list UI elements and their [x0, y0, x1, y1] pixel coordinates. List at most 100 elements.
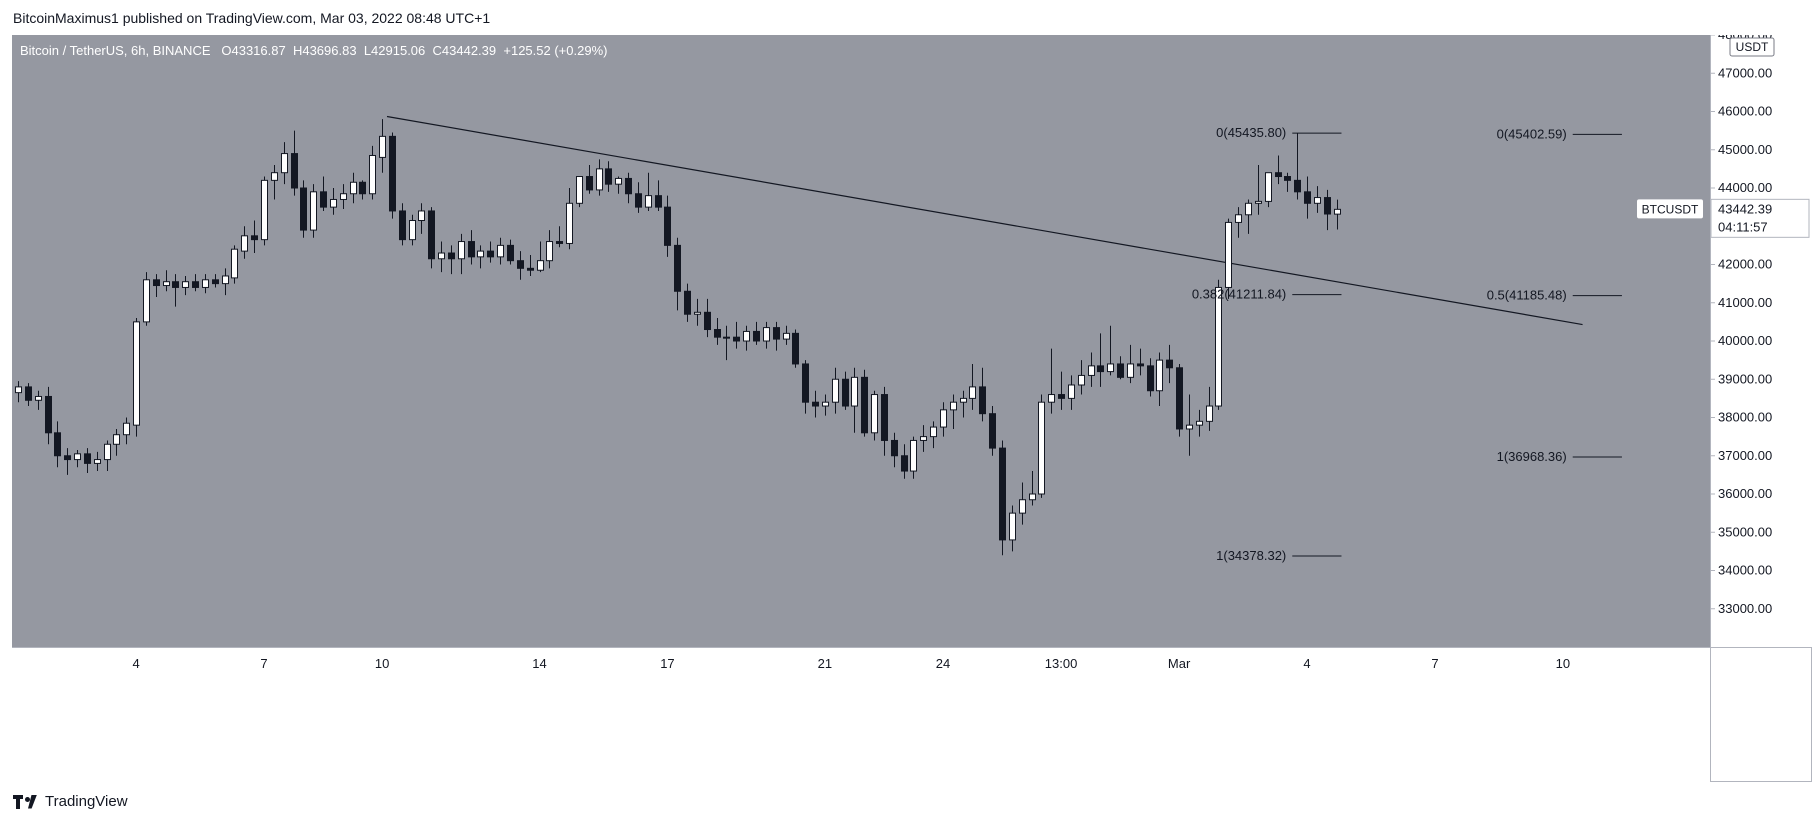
candle-down[interactable]	[664, 206, 671, 246]
candle-up[interactable]	[1048, 394, 1055, 403]
candle-down[interactable]	[861, 376, 868, 434]
candle-up[interactable]	[566, 202, 573, 244]
descending-trendline[interactable]	[386, 115, 1583, 326]
candle-down[interactable]	[25, 386, 32, 401]
candle-down[interactable]	[1294, 179, 1301, 193]
candle-up[interactable]	[438, 252, 445, 260]
candle-down[interactable]	[54, 432, 61, 457]
candle-down[interactable]	[635, 193, 642, 208]
candle-up[interactable]	[1314, 197, 1321, 204]
candle-up[interactable]	[379, 135, 386, 158]
candle-up[interactable]	[241, 235, 248, 252]
candle-down[interactable]	[320, 191, 327, 208]
candle-up[interactable]	[1019, 499, 1026, 514]
candle-down[interactable]	[399, 210, 406, 241]
candle-up[interactable]	[1029, 493, 1036, 501]
candle-down[interactable]	[979, 386, 986, 415]
candle-up[interactable]	[763, 327, 770, 342]
candle-down[interactable]	[802, 363, 809, 403]
candle-down[interactable]	[153, 279, 160, 287]
candle-down[interactable]	[1058, 394, 1065, 399]
candle-up[interactable]	[576, 176, 583, 204]
candle-down[interactable]	[792, 332, 799, 365]
candle-down[interactable]	[773, 327, 780, 340]
candle-up[interactable]	[182, 281, 189, 288]
candle-down[interactable]	[517, 260, 524, 269]
candle-up[interactable]	[537, 260, 544, 271]
candle-up[interactable]	[1078, 374, 1085, 386]
candle-down[interactable]	[586, 176, 593, 191]
candle-up[interactable]	[1196, 420, 1203, 426]
candle-down[interactable]	[812, 401, 819, 407]
candle-up[interactable]	[1215, 286, 1222, 407]
candle-down[interactable]	[45, 395, 52, 434]
candle-up[interactable]	[94, 459, 101, 464]
candle-up[interactable]	[1038, 401, 1045, 495]
candle-up[interactable]	[35, 395, 42, 401]
candle-up[interactable]	[330, 198, 337, 208]
candle-down[interactable]	[1137, 363, 1144, 367]
candle-down[interactable]	[704, 311, 711, 331]
tradingview-logo-icon[interactable]	[13, 794, 39, 809]
candle-up[interactable]	[271, 172, 278, 181]
candle-down[interactable]	[64, 455, 71, 461]
candle-up[interactable]	[1156, 359, 1163, 392]
candle-up[interactable]	[222, 275, 229, 285]
candle-up[interactable]	[871, 394, 878, 434]
candle-up[interactable]	[281, 153, 288, 174]
candle-up[interactable]	[940, 409, 947, 428]
candle-down[interactable]	[507, 244, 514, 262]
candle-up[interactable]	[1225, 221, 1232, 288]
last-price-tag[interactable]	[1710, 198, 1810, 238]
candle-down[interactable]	[428, 210, 435, 260]
candle-down[interactable]	[684, 290, 691, 315]
candle-down[interactable]	[714, 329, 721, 338]
candle-down[interactable]	[527, 267, 534, 271]
candle-down[interactable]	[359, 181, 366, 195]
candle-up[interactable]	[1245, 202, 1252, 216]
candle-up[interactable]	[1255, 200, 1262, 204]
candle-up[interactable]	[920, 436, 927, 441]
candlestick-chart[interactable]: 33000.00 34000.00 35000.00 36000.00 37000.00…	[12, 35, 1812, 782]
candle-up[interactable]	[104, 443, 111, 461]
candle-down[interactable]	[251, 235, 258, 241]
candle-up[interactable]	[950, 401, 957, 411]
candle-down[interactable]	[291, 153, 298, 189]
candle-down[interactable]	[999, 447, 1006, 541]
candle-down[interactable]	[1097, 365, 1104, 373]
candle-down[interactable]	[881, 394, 888, 441]
candle-down[interactable]	[212, 279, 219, 285]
candle-down[interactable]	[556, 241, 563, 244]
candle-up[interactable]	[497, 244, 504, 258]
candle-up[interactable]	[783, 332, 790, 340]
candle-down[interactable]	[1117, 363, 1124, 378]
candle-up[interactable]	[74, 453, 81, 461]
candle-up[interactable]	[1334, 208, 1341, 215]
candle-down[interactable]	[1284, 176, 1291, 181]
candle-up[interactable]	[969, 386, 976, 399]
candle-up[interactable]	[1265, 172, 1272, 202]
candle-up[interactable]	[133, 321, 140, 426]
candle-up[interactable]	[477, 250, 484, 258]
candle-down[interactable]	[891, 439, 898, 457]
symbol-tag[interactable]	[1637, 199, 1703, 219]
candle-up[interactable]	[1127, 363, 1134, 378]
candle-up[interactable]	[1235, 214, 1242, 223]
candle-up[interactable]	[409, 220, 416, 241]
candle-up[interactable]	[615, 177, 622, 185]
candle-down[interactable]	[1147, 365, 1154, 392]
candle-up[interactable]	[960, 397, 967, 403]
candle-up[interactable]	[851, 376, 858, 407]
candle-down[interactable]	[448, 252, 455, 260]
candle-up[interactable]	[832, 378, 839, 403]
candle-up[interactable]	[123, 422, 130, 436]
plot-area[interactable]	[12, 35, 1710, 647]
candle-down[interactable]	[753, 330, 760, 342]
candle-up[interactable]	[350, 181, 357, 195]
candle-down[interactable]	[901, 455, 908, 472]
candle-up[interactable]	[202, 279, 209, 288]
candle-up[interactable]	[596, 168, 603, 191]
candle-up[interactable]	[743, 330, 750, 342]
tradingview-brand[interactable]: TradingView	[45, 793, 128, 810]
candle-down[interactable]	[733, 336, 740, 342]
